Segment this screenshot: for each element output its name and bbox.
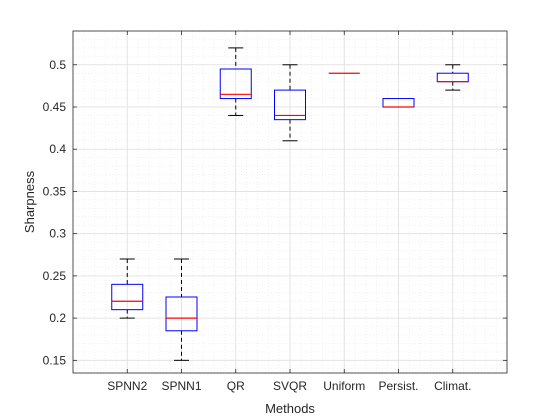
y-tick-label: 0.3 [49, 227, 66, 241]
box-qr [219, 47, 252, 116]
x-tick-label: Persist. [378, 379, 418, 393]
box-climat [436, 64, 469, 91]
y-axis-label: Sharpness [22, 170, 37, 233]
x-tick-label: Climat. [434, 379, 471, 393]
boxes-group [111, 47, 469, 361]
box-iqr [274, 89, 306, 121]
box-iqr [165, 296, 198, 332]
box-spnn2 [111, 258, 144, 319]
y-tick-label: 0.15 [43, 353, 67, 367]
box-spnn1 [165, 258, 198, 361]
axis-ticks: 0.15 0.2 0.25 0.3 0.35 0.4 0.45 0.5 SPNN2 SPNN1 QR… [43, 31, 507, 393]
box-iqr [111, 283, 144, 311]
y-tick-label: 0.45 [43, 100, 67, 114]
x-tick-label: QR [227, 379, 245, 393]
x-tick-label: Uniform [323, 379, 365, 393]
y-tick-label: 0.4 [49, 142, 66, 156]
x-tick-label: SVQR [273, 379, 307, 393]
x-axis-label: Methods [265, 401, 315, 416]
y-tick-label: 0.5 [49, 58, 66, 72]
y-tick-label: 0.2 [49, 311, 66, 325]
y-tick-label: 0.25 [43, 269, 67, 283]
box-persist [382, 98, 415, 108]
x-tick-label: SPNN2 [107, 379, 147, 393]
y-tick-label: 0.35 [43, 184, 67, 198]
box-iqr [219, 68, 252, 100]
x-tick-label: SPNN1 [161, 379, 201, 393]
box-svqr [274, 64, 306, 142]
